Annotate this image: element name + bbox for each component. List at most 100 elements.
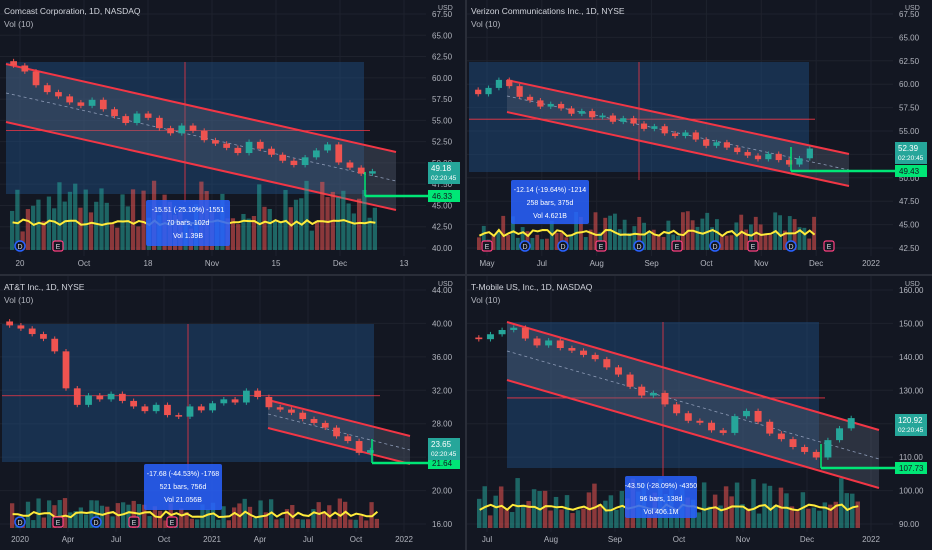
earnings-marker[interactable] — [671, 240, 683, 252]
volume-bar — [729, 496, 734, 528]
measure-info-box[interactable] — [625, 476, 697, 518]
candle — [28, 328, 36, 335]
dividend-marker[interactable] — [633, 240, 645, 252]
panel-divider-horizontal[interactable] — [0, 274, 932, 276]
dividend-marker[interactable] — [557, 240, 569, 252]
volume-bar — [353, 519, 358, 528]
candle — [777, 433, 785, 440]
volume-bar — [800, 492, 806, 528]
volume-bar — [246, 218, 251, 250]
x-tick-label: 18 — [144, 259, 153, 268]
att-chart-panel[interactable]: 44.0040.0036.0032.0028.0024.0020.0016.00… — [0, 276, 465, 550]
volume-bar — [570, 513, 575, 528]
support-price-tag — [895, 462, 927, 474]
tmobile-chart-panel[interactable]: 160.00150.00140.00130.00120.00110.00100.… — [467, 276, 932, 550]
earnings-marker[interactable] — [52, 240, 64, 252]
volume-bar — [105, 506, 110, 528]
tmobile-chart[interactable]: 160.00150.00140.00130.00120.00110.00100.… — [467, 276, 932, 550]
volume-bar — [744, 229, 748, 250]
earnings-marker[interactable] — [481, 240, 493, 252]
volume-bar — [337, 498, 342, 528]
dividend-marker[interactable] — [519, 240, 531, 252]
candle — [186, 406, 194, 417]
volume-bar — [83, 189, 88, 250]
earnings-marker[interactable] — [595, 240, 607, 252]
candle — [568, 348, 576, 351]
candle — [557, 103, 565, 109]
volume-bar — [734, 482, 740, 528]
earnings-marker[interactable] — [823, 240, 835, 252]
volume-bar — [681, 212, 685, 250]
channel-upper-line[interactable] — [267, 399, 411, 437]
volume-bar — [614, 509, 619, 528]
att-chart[interactable]: 44.0040.0036.0032.0028.0024.0020.0016.00… — [0, 276, 465, 550]
verizon-chart[interactable]: 67.5065.0062.5060.0057.5055.0052.5050.00… — [467, 0, 932, 274]
dividend-marker[interactable] — [90, 516, 102, 528]
measure-info-box[interactable] — [146, 200, 230, 246]
volume-bar — [369, 502, 374, 528]
verizon-chart-panel[interactable]: 67.5065.0062.5060.0057.5055.0052.5050.00… — [467, 0, 932, 274]
comcast-chart[interactable]: 67.5065.0062.5060.0057.5055.0052.5050.00… — [0, 0, 465, 274]
volume-bar — [833, 501, 839, 528]
channel-upper-line[interactable] — [5, 63, 397, 153]
event-marker-label: D — [636, 244, 641, 251]
candle — [475, 89, 482, 95]
candle — [366, 450, 374, 453]
x-tick-label: Oct — [700, 259, 713, 268]
channel-lower-line[interactable] — [506, 111, 850, 187]
last-price-tag — [428, 438, 460, 460]
earnings-marker[interactable] — [166, 516, 178, 528]
y-tick-label: 28.00 — [432, 420, 453, 429]
volume-bar — [343, 501, 348, 528]
earnings-marker[interactable] — [52, 516, 64, 528]
channel-upper-line[interactable] — [506, 79, 850, 155]
candle — [141, 406, 149, 412]
dividend-marker[interactable] — [14, 240, 26, 252]
x-tick-label: 2020 — [11, 535, 29, 544]
event-marker-label: D — [17, 244, 22, 251]
candle — [486, 334, 494, 340]
dividend-marker[interactable] — [14, 516, 26, 528]
candle — [85, 395, 92, 405]
earnings-marker[interactable] — [128, 516, 140, 528]
countdown-label: 02:20:45 — [898, 155, 924, 162]
measure-info-line: 96 bars, 138d — [640, 496, 683, 503]
comcast-chart-panel[interactable]: 67.5065.0062.5060.0057.5055.0052.5050.00… — [0, 0, 465, 274]
volume-bar — [719, 236, 724, 250]
volume-bar — [304, 180, 309, 250]
volume-bar — [581, 508, 586, 528]
volume-label: Vol (10) — [471, 295, 501, 305]
candle — [40, 334, 47, 339]
volume-bar — [642, 222, 646, 250]
event-marker-label: D — [17, 520, 22, 527]
currency-label: USD — [905, 5, 920, 12]
volume-bar — [540, 239, 544, 250]
volume-bar — [321, 511, 327, 528]
candle — [62, 351, 70, 389]
volume-bar — [530, 237, 535, 250]
earnings-marker[interactable] — [747, 240, 759, 252]
x-tick-label: 20 — [16, 259, 25, 268]
volume-bar — [511, 216, 515, 250]
candle — [603, 359, 611, 368]
volume-bar — [647, 231, 651, 250]
candle — [333, 427, 340, 437]
y-tick-label: 55.00 — [899, 127, 920, 136]
candle — [789, 439, 797, 448]
channel-lower-line[interactable] — [267, 427, 411, 465]
candle — [521, 327, 529, 339]
candle — [200, 130, 208, 141]
candle — [754, 410, 762, 422]
dividend-marker[interactable] — [709, 240, 721, 252]
volume-bar — [94, 201, 99, 250]
dividend-marker[interactable] — [785, 240, 797, 252]
channel-lower-line[interactable] — [506, 379, 880, 489]
candle — [111, 109, 118, 117]
countdown-label: 02:20:45 — [431, 451, 457, 458]
channel-upper-line[interactable] — [506, 321, 880, 431]
volume-bar — [195, 519, 200, 528]
event-marker-label: E — [170, 520, 175, 527]
volume-bar — [52, 208, 57, 250]
measure-info-box[interactable] — [511, 180, 589, 224]
measure-info-box[interactable] — [144, 464, 222, 510]
